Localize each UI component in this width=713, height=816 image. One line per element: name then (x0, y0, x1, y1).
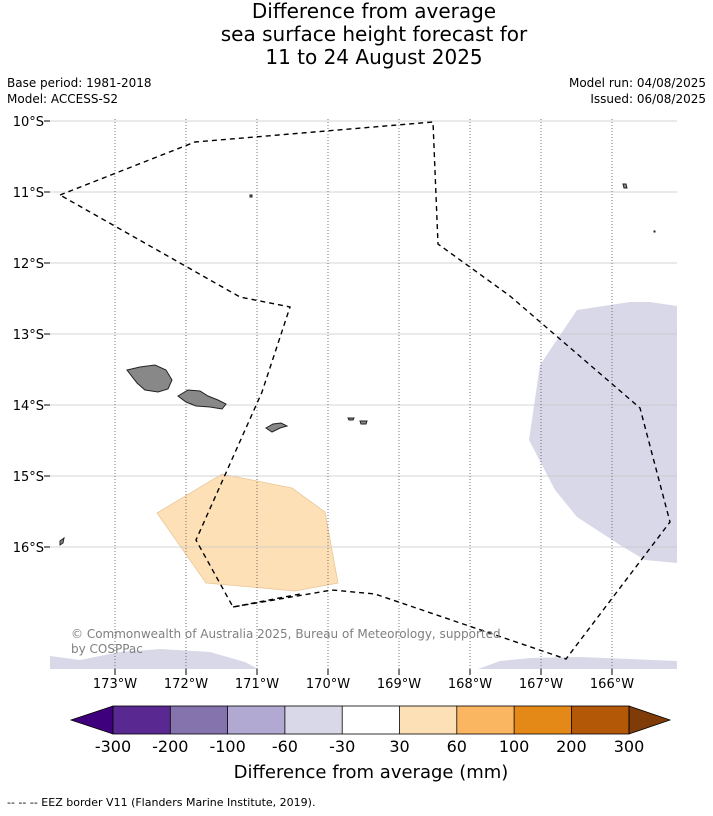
model-run: Model run: 04/08/2025 (568, 76, 706, 90)
copyright-notice: © Commonwealth of Australia 2025, Bureau… (71, 627, 501, 656)
colorbar-low-arrow (69, 705, 114, 735)
colorbar-tick-label: -300 (95, 737, 131, 756)
lat-label: 11°S (13, 186, 44, 201)
colorbar-tick-label: 30 (389, 737, 409, 756)
colorbar-segment (571, 706, 629, 734)
tutuila-island (265, 422, 289, 433)
colorbar-segment (342, 706, 400, 734)
lon-label: 172°W (164, 677, 208, 692)
islet-northeast-2 (653, 230, 656, 233)
latitude-gridlines (50, 120, 677, 548)
axis-ticks (44, 120, 613, 675)
meta-right: Model run: 04/08/2025 Issued: 06/08/2025 (569, 75, 706, 107)
negative-anomaly-region-south (50, 649, 258, 669)
title-line-2: sea surface height forecast for (220, 22, 528, 46)
colorbar-tick-label: 300 (614, 737, 645, 756)
positive-anomaly-region (156, 473, 339, 592)
colorbar-segment (113, 706, 171, 734)
islet-northeast-1 (622, 183, 628, 189)
lon-label: 167°W (519, 677, 563, 692)
title-line-1: Difference from average (251, 0, 497, 23)
colorbar-tick-label: 200 (556, 737, 587, 756)
title-line-3: 11 to 24 August 2025 (265, 45, 483, 69)
lon-label: 169°W (377, 677, 421, 692)
islet-north (249, 194, 253, 198)
colorbar-tick-label: -100 (209, 737, 245, 756)
colorbar-segment (514, 706, 572, 734)
manua-islet-2 (359, 420, 368, 425)
map-area (50, 119, 677, 669)
map-title: Difference from average sea surface heig… (0, 0, 713, 69)
lat-label: 10°S (13, 115, 44, 130)
longitude-labels: 173°W 172°W 171°W 170°W 169°W 168°W 167°… (93, 677, 634, 692)
colorbar-segment (227, 706, 285, 734)
negative-anomaly-region-southeast (478, 657, 677, 669)
eez-legend-footer: -- -- -- EEZ border V11 (Flanders Marine… (7, 796, 316, 809)
lat-label: 16°S (13, 541, 44, 556)
colorbar-outline (112, 705, 630, 735)
lat-label: 15°S (13, 470, 44, 485)
eez-border-samoa (58, 121, 671, 660)
base-period: Base period: 1981-2018 (7, 76, 152, 90)
manua-islet-1 (347, 417, 355, 421)
colorbar-segment (284, 706, 343, 734)
lon-label: 171°W (235, 677, 279, 692)
colorbar-tick-label: -200 (152, 737, 188, 756)
lat-label: 13°S (13, 328, 44, 343)
eez-border-southwest (232, 593, 301, 608)
colorbar-tick-label: -60 (272, 737, 298, 756)
islet-southwest (59, 536, 65, 546)
savaii-island (126, 364, 173, 393)
colorbar: -300 -200 -100 -60 -30 30 60 100 200 300… (69, 705, 672, 783)
lon-label: 168°W (448, 677, 492, 692)
copyright-line-1: © Commonwealth of Australia 2025, Bureau… (71, 627, 501, 641)
issued-date: Issued: 06/08/2025 (590, 92, 706, 106)
lat-label: 12°S (13, 257, 44, 272)
colorbar-tick-label: 100 (499, 737, 530, 756)
lon-label: 170°W (306, 677, 350, 692)
colorbar-segment (456, 706, 515, 734)
lon-label: 166°W (590, 677, 634, 692)
upolu-island (177, 389, 227, 410)
negative-anomaly-region-east (529, 302, 677, 563)
copyright-line-2: by COSPPac (71, 642, 143, 656)
model-name: Model: ACCESS-S2 (7, 92, 119, 106)
colorbar-title: Difference from average (mm) (234, 762, 509, 783)
samoa-islands (59, 183, 656, 546)
colorbar-tick-label: 60 (447, 737, 467, 756)
colorbar-high-arrow (628, 705, 672, 735)
latitude-labels: 10°S 11°S 12°S 13°S 14°S 15°S 16°S (13, 115, 44, 556)
lon-label: 173°W (93, 677, 137, 692)
lat-label: 14°S (13, 399, 44, 414)
colorbar-segment (170, 706, 228, 734)
colorbar-tick-label: -30 (329, 737, 355, 756)
meta-left: Base period: 1981-2018 Model: ACCESS-S2 (7, 75, 152, 107)
colorbar-segment (399, 706, 457, 734)
